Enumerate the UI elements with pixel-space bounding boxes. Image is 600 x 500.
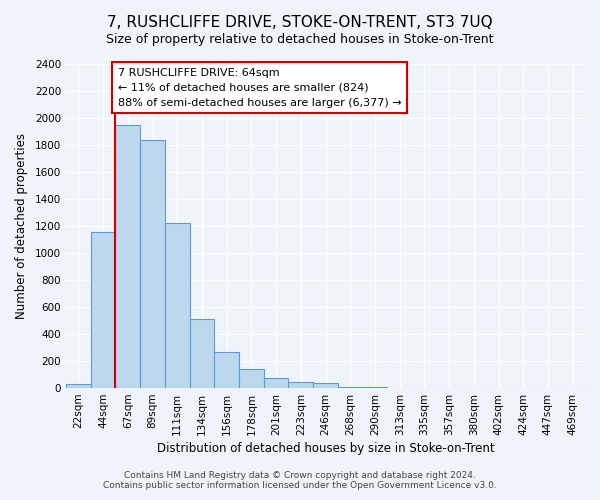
Bar [165, 222, 190, 388]
Text: 7 RUSHCLIFFE DRIVE: 64sqm
← 11% of detached houses are smaller (824)
88% of semi: 7 RUSHCLIFFE DRIVE: 64sqm ← 11% of detac… [118, 68, 401, 108]
Y-axis label: Number of detached properties: Number of detached properties [15, 133, 28, 319]
Text: Contains HM Land Registry data © Crown copyright and database right 2024.
Contai: Contains HM Land Registry data © Crown c… [103, 470, 497, 490]
Bar [140, 140, 165, 388]
Bar [91, 232, 115, 388]
Bar [264, 378, 289, 388]
Bar [190, 318, 214, 388]
Text: 7, RUSHCLIFFE DRIVE, STOKE-ON-TRENT, ST3 7UQ: 7, RUSHCLIFFE DRIVE, STOKE-ON-TRENT, ST3… [107, 15, 493, 30]
Bar [338, 387, 362, 388]
Bar [289, 382, 313, 388]
Bar [66, 384, 91, 388]
X-axis label: Distribution of detached houses by size in Stoke-on-Trent: Distribution of detached houses by size … [157, 442, 494, 455]
Bar [115, 125, 140, 388]
Bar [214, 352, 239, 388]
Bar [239, 369, 264, 388]
Text: Size of property relative to detached houses in Stoke-on-Trent: Size of property relative to detached ho… [106, 32, 494, 46]
Bar [313, 382, 338, 388]
